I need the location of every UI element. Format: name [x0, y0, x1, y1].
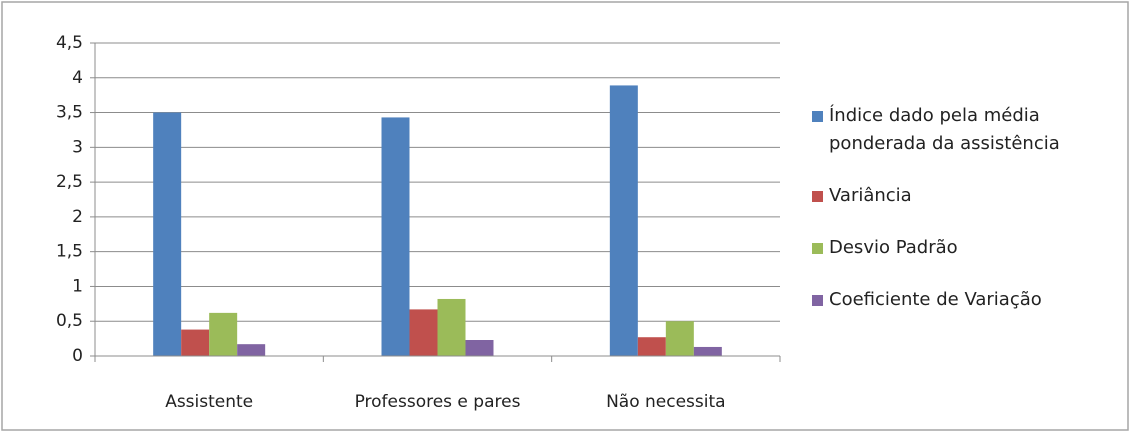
- y-tick-label: 2,5: [56, 172, 83, 192]
- y-tick-label: 1,5: [56, 242, 83, 262]
- legend-label: Variância: [829, 185, 912, 206]
- legend-swatch: [812, 191, 823, 202]
- legend: Índice dado pela média ponderada da assi…: [812, 102, 1112, 338]
- bar: [693, 346, 722, 356]
- legend-swatch: [812, 243, 823, 254]
- legend-swatch: [812, 111, 823, 122]
- bar: [437, 298, 466, 356]
- y-tick-label: 0,5: [56, 311, 83, 331]
- bar: [209, 312, 238, 356]
- bar: [637, 337, 666, 356]
- x-tick-label: Professores e pares: [355, 392, 521, 412]
- legend-swatch: [812, 295, 823, 306]
- bar: [465, 340, 494, 356]
- legend-item: Variância: [812, 182, 1112, 210]
- y-tick-label: 2: [72, 207, 83, 227]
- legend-item: Coeficiente de Variação: [812, 286, 1112, 314]
- y-tick-label: 3,5: [56, 103, 83, 123]
- bar: [181, 329, 210, 356]
- bar: [409, 309, 438, 356]
- y-tick-label: 4: [72, 68, 83, 88]
- x-tick-label: Não necessita: [606, 392, 726, 412]
- y-tick-label: 0: [72, 346, 83, 366]
- bar: [237, 344, 266, 356]
- y-tick-label: 1: [72, 276, 83, 296]
- bar: [381, 117, 410, 357]
- legend-item: Desvio Padrão: [812, 234, 1112, 262]
- x-tick-label: Assistente: [165, 392, 253, 412]
- y-tick-label: 4,5: [56, 33, 83, 53]
- y-tick-label: 3: [72, 137, 83, 157]
- legend-label: Coeficiente de Variação: [829, 289, 1042, 310]
- bar: [609, 85, 638, 356]
- legend-label: Índice dado pela média ponderada da assi…: [829, 105, 1060, 154]
- bar: [665, 321, 694, 356]
- legend-label: Desvio Padrão: [829, 237, 958, 258]
- legend-item: Índice dado pela média ponderada da assi…: [812, 102, 1112, 158]
- bar: [153, 112, 182, 356]
